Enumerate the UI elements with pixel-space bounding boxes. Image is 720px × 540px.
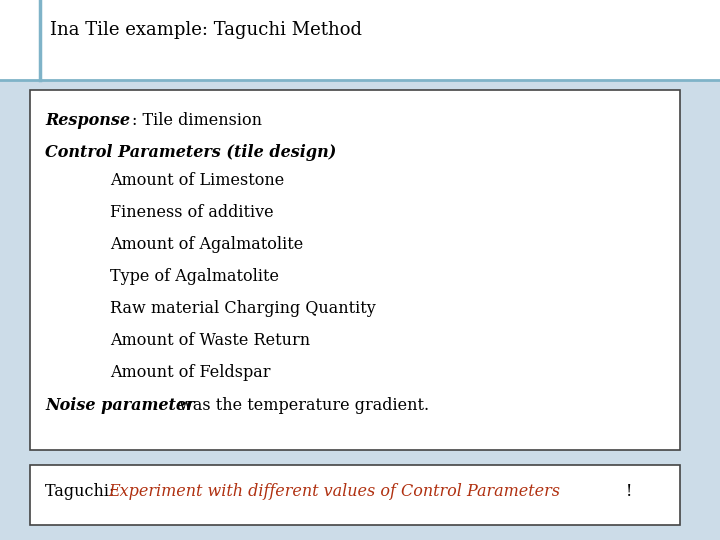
FancyBboxPatch shape: [30, 465, 680, 525]
Text: :: :: [316, 144, 321, 161]
Text: Amount of Limestone: Amount of Limestone: [110, 172, 284, 189]
Text: Response: Response: [45, 112, 130, 129]
FancyBboxPatch shape: [30, 90, 680, 450]
Text: Experiment with different values of Control Parameters: Experiment with different values of Cont…: [108, 483, 560, 500]
Text: was the temperature gradient.: was the temperature gradient.: [174, 397, 429, 414]
FancyBboxPatch shape: [0, 0, 720, 80]
Text: Type of Agalmatolite: Type of Agalmatolite: [110, 268, 279, 285]
Text: Amount of Agalmatolite: Amount of Agalmatolite: [110, 236, 303, 253]
Text: Taguchi:: Taguchi:: [45, 483, 120, 500]
Text: : Tile dimension: : Tile dimension: [132, 112, 262, 129]
Text: Amount of Feldspar: Amount of Feldspar: [110, 364, 271, 381]
Text: Control Parameters (tile design): Control Parameters (tile design): [45, 144, 336, 161]
Text: Ina Tile example: Taguchi Method: Ina Tile example: Taguchi Method: [50, 21, 362, 39]
Text: Amount of Waste Return: Amount of Waste Return: [110, 332, 310, 349]
Text: !: !: [626, 483, 632, 500]
Text: Raw material Charging Quantity: Raw material Charging Quantity: [110, 300, 376, 317]
Text: Noise parameter: Noise parameter: [45, 397, 194, 414]
Text: Fineness of additive: Fineness of additive: [110, 204, 274, 221]
